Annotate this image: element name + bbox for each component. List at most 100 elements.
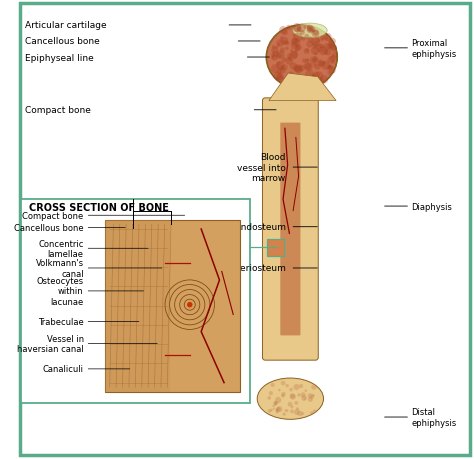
Circle shape <box>319 61 326 68</box>
Circle shape <box>292 24 301 33</box>
Circle shape <box>319 47 328 56</box>
Circle shape <box>281 394 285 398</box>
Circle shape <box>290 409 294 414</box>
Circle shape <box>296 407 299 411</box>
Bar <box>105 220 170 392</box>
Circle shape <box>280 48 285 54</box>
Circle shape <box>329 67 336 74</box>
Circle shape <box>292 39 300 47</box>
Text: Compact bone: Compact bone <box>25 106 91 115</box>
Circle shape <box>273 73 282 81</box>
Circle shape <box>320 36 325 41</box>
Circle shape <box>269 391 273 395</box>
Circle shape <box>312 394 315 397</box>
Circle shape <box>282 30 288 36</box>
Ellipse shape <box>293 24 327 39</box>
Circle shape <box>285 58 293 66</box>
Circle shape <box>277 70 283 75</box>
Circle shape <box>301 412 304 415</box>
Circle shape <box>314 53 317 56</box>
Polygon shape <box>269 74 336 101</box>
Circle shape <box>271 65 280 74</box>
Circle shape <box>325 38 328 41</box>
Circle shape <box>297 29 301 32</box>
Text: CROSS SECTION OF BONE: CROSS SECTION OF BONE <box>29 202 169 213</box>
Circle shape <box>271 383 274 387</box>
Circle shape <box>301 38 305 42</box>
Circle shape <box>291 39 298 45</box>
Circle shape <box>299 384 303 388</box>
Circle shape <box>277 51 284 59</box>
Circle shape <box>321 62 330 70</box>
Circle shape <box>276 407 281 412</box>
Circle shape <box>308 397 313 402</box>
Circle shape <box>273 51 279 58</box>
Circle shape <box>288 72 294 78</box>
Circle shape <box>285 384 289 387</box>
Circle shape <box>271 54 275 58</box>
Circle shape <box>328 39 336 46</box>
Circle shape <box>289 52 298 60</box>
Circle shape <box>302 59 307 64</box>
Circle shape <box>293 384 300 390</box>
Bar <box>105 220 240 392</box>
Circle shape <box>310 57 319 66</box>
Circle shape <box>307 59 310 62</box>
Circle shape <box>304 49 310 55</box>
Circle shape <box>315 73 323 81</box>
Circle shape <box>314 65 320 71</box>
Circle shape <box>328 65 331 69</box>
Circle shape <box>276 62 285 71</box>
Circle shape <box>290 77 297 84</box>
Circle shape <box>281 58 287 63</box>
Circle shape <box>267 396 271 400</box>
Circle shape <box>331 46 336 51</box>
Circle shape <box>272 56 278 62</box>
Circle shape <box>277 76 283 83</box>
Circle shape <box>309 27 316 34</box>
Circle shape <box>278 389 281 392</box>
Circle shape <box>276 54 282 60</box>
Circle shape <box>280 38 288 45</box>
Circle shape <box>279 67 284 72</box>
Circle shape <box>268 409 272 413</box>
Circle shape <box>303 26 308 30</box>
Circle shape <box>332 62 335 65</box>
Circle shape <box>326 68 330 71</box>
Circle shape <box>294 26 301 34</box>
Circle shape <box>292 75 301 84</box>
Circle shape <box>305 59 309 63</box>
Circle shape <box>318 62 323 67</box>
Circle shape <box>301 392 306 397</box>
Circle shape <box>319 80 322 83</box>
Circle shape <box>313 57 318 62</box>
Circle shape <box>293 34 302 43</box>
Circle shape <box>307 27 314 34</box>
Circle shape <box>318 60 322 64</box>
Circle shape <box>308 393 312 398</box>
Circle shape <box>277 406 283 412</box>
Circle shape <box>275 79 278 82</box>
Circle shape <box>283 413 286 416</box>
Circle shape <box>271 57 274 60</box>
Circle shape <box>290 394 296 400</box>
Circle shape <box>271 409 273 411</box>
Circle shape <box>301 395 307 401</box>
Circle shape <box>291 75 300 84</box>
Circle shape <box>327 57 335 65</box>
Circle shape <box>313 78 316 82</box>
Text: Articular cartilage: Articular cartilage <box>25 22 107 30</box>
Circle shape <box>276 409 279 411</box>
Circle shape <box>300 31 305 36</box>
Circle shape <box>285 409 289 412</box>
Circle shape <box>311 39 320 48</box>
Text: Compact bone: Compact bone <box>22 211 83 220</box>
Ellipse shape <box>266 26 337 90</box>
Circle shape <box>312 42 318 48</box>
Circle shape <box>313 47 316 50</box>
Circle shape <box>275 47 278 50</box>
Text: Volkmann's
canal: Volkmann's canal <box>36 259 83 278</box>
Circle shape <box>308 77 315 84</box>
Circle shape <box>294 401 298 405</box>
Circle shape <box>323 50 328 56</box>
